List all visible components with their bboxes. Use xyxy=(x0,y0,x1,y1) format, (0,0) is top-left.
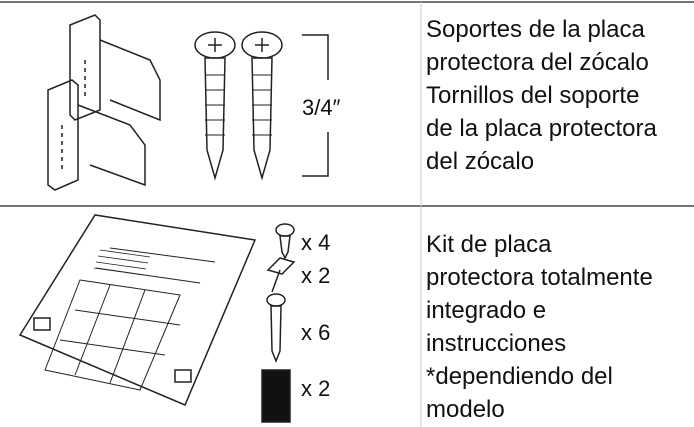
qty-label: x 2 xyxy=(301,263,330,288)
description: Soportes de la placa protectora del zócal… xyxy=(426,13,692,178)
description-line: protectora totalmente xyxy=(426,264,653,291)
description-line: del zócalo xyxy=(426,148,535,175)
description-line: Soportes de la placa xyxy=(426,16,645,43)
description-line: de la placa protectora xyxy=(426,115,657,142)
qty-label: x 4 xyxy=(301,230,330,255)
description-line: protectora del zócalo xyxy=(426,49,649,76)
brackets xyxy=(47,14,161,191)
description: Kit de placa protectora totalmente integra… xyxy=(426,228,692,426)
description-line: modelo xyxy=(426,396,505,423)
description-line: *dependiendo del xyxy=(426,363,613,390)
description-line: instrucciones xyxy=(426,330,567,357)
size-label: 3/4″ xyxy=(302,95,341,120)
description-line: Kit de placa xyxy=(426,231,552,258)
description-line: Tornillos del soporte xyxy=(426,82,640,109)
screws xyxy=(194,31,329,181)
qty-label: x 6 xyxy=(301,320,330,345)
panel-kit xyxy=(18,214,296,423)
qty-label: x 2 xyxy=(301,376,330,401)
description-line: integrado e xyxy=(426,297,547,324)
